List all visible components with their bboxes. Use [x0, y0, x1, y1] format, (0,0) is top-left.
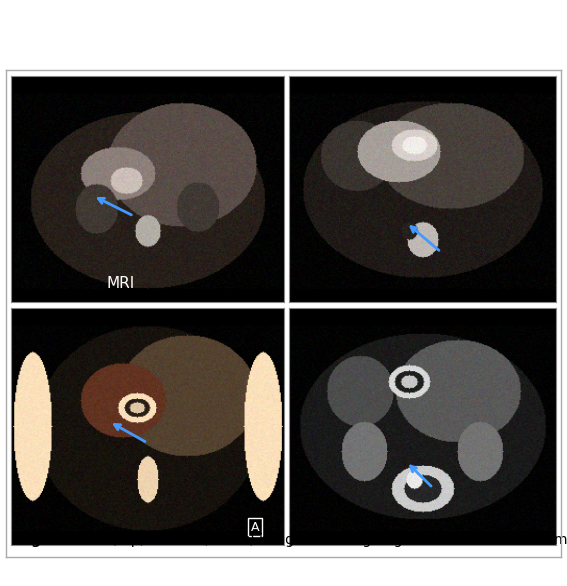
Text: A: A: [251, 521, 259, 534]
Text: MRI: MRI: [107, 276, 135, 291]
Text: Figure 1:: Figure 1:: [17, 533, 87, 547]
Text: MRI (top) and CT (below) images showing large calculus in duodenum.: MRI (top) and CT (below) images showing …: [77, 533, 567, 547]
